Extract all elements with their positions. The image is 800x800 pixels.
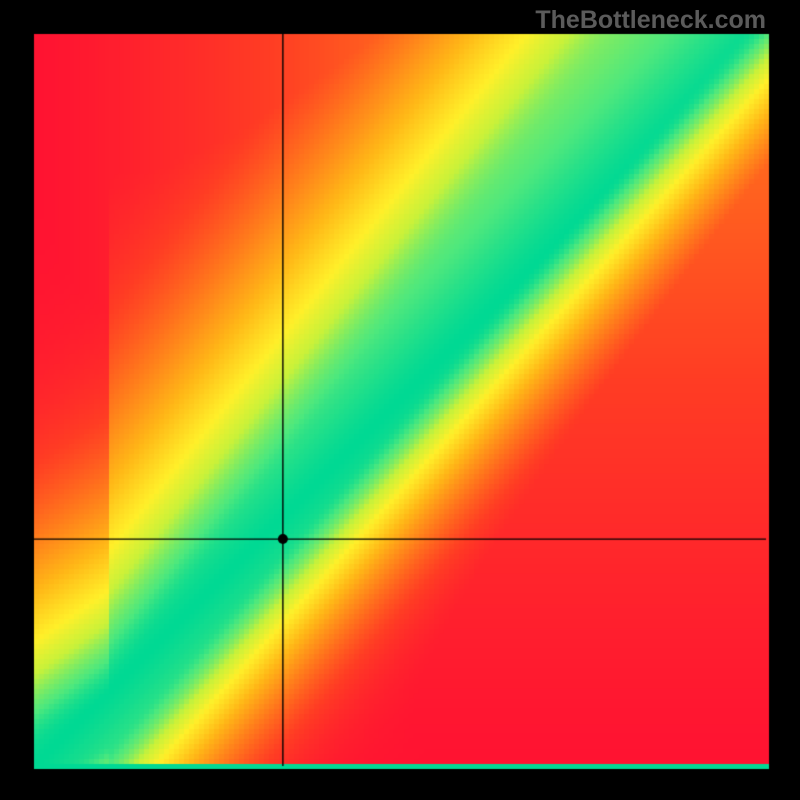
- chart-container: TheBottleneck.com: [0, 0, 800, 800]
- bottleneck-heatmap: [0, 0, 800, 800]
- watermark-text: TheBottleneck.com: [535, 6, 766, 35]
